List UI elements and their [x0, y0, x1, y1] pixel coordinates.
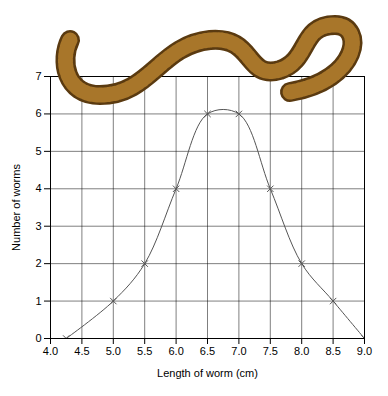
svg-text:2: 2 — [35, 257, 41, 269]
svg-text:6.5: 6.5 — [200, 345, 215, 357]
svg-text:7.5: 7.5 — [263, 345, 278, 357]
svg-text:3: 3 — [35, 220, 41, 232]
svg-text:7: 7 — [35, 70, 41, 82]
svg-text:4: 4 — [35, 182, 41, 194]
svg-text:8.0: 8.0 — [294, 345, 309, 357]
svg-text:5.0: 5.0 — [106, 345, 121, 357]
svg-text:6: 6 — [35, 107, 41, 119]
svg-text:Number of worms: Number of worms — [10, 164, 22, 251]
svg-text:4.5: 4.5 — [74, 345, 89, 357]
svg-text:0: 0 — [35, 332, 41, 344]
svg-text:5: 5 — [35, 145, 41, 157]
svg-text:9.0: 9.0 — [357, 345, 372, 357]
svg-text:4.0: 4.0 — [43, 345, 58, 357]
svg-text:8.5: 8.5 — [325, 345, 340, 357]
svg-text:5.5: 5.5 — [137, 345, 152, 357]
svg-text:7.0: 7.0 — [231, 345, 246, 357]
svg-text:1: 1 — [35, 295, 41, 307]
svg-text:Length of worm (cm): Length of worm (cm) — [157, 367, 258, 379]
svg-text:6.0: 6.0 — [168, 345, 183, 357]
